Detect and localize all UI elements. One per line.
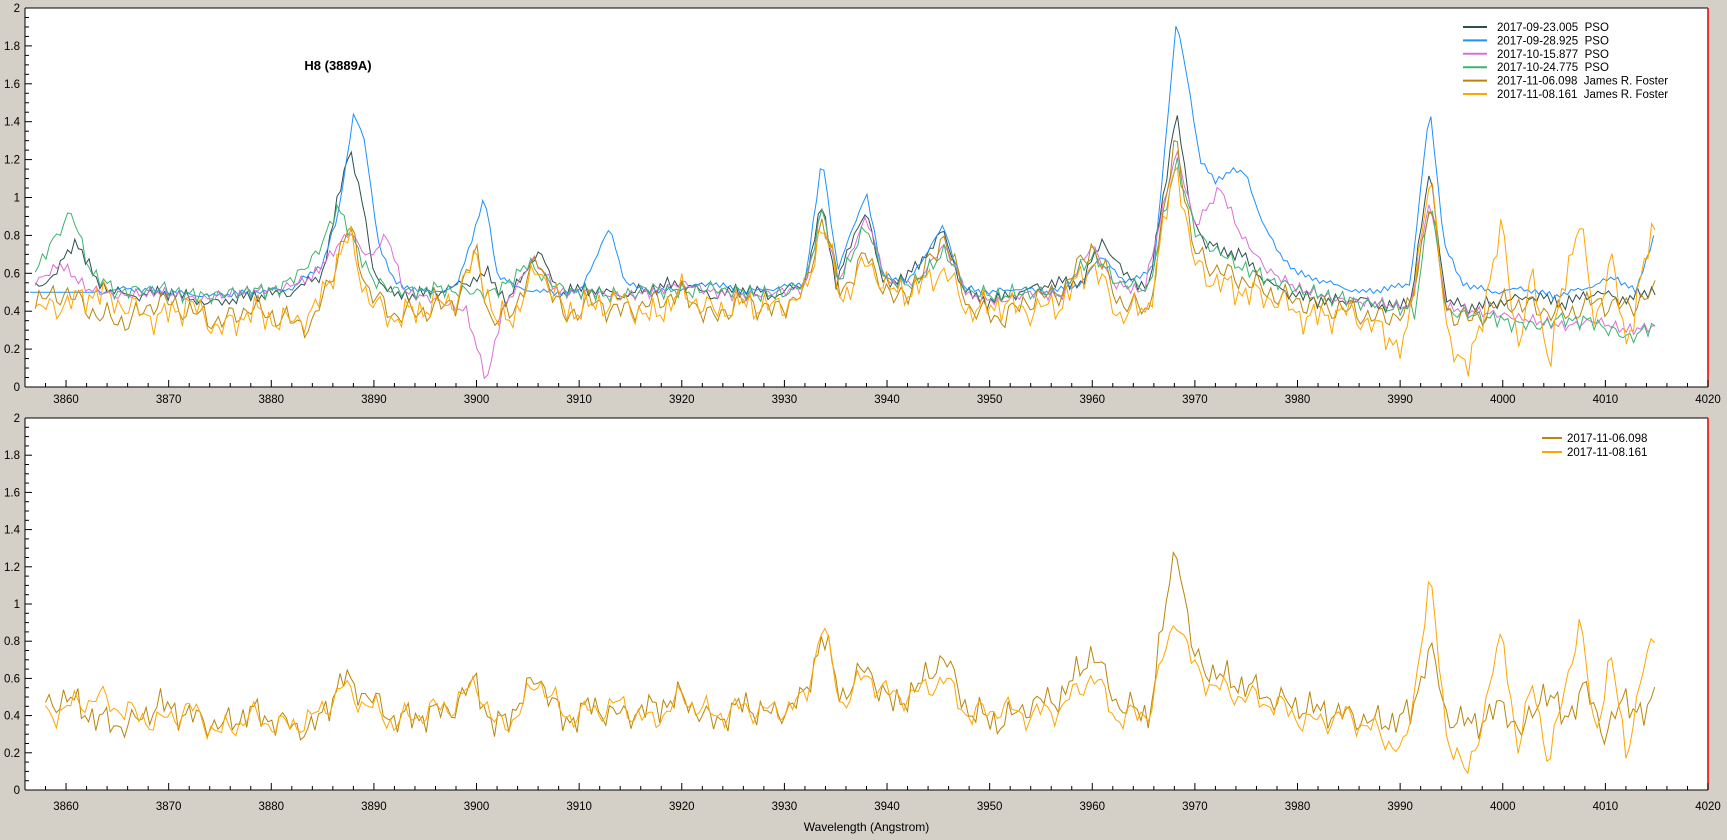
- x-tick-label: 3970: [1182, 801, 1208, 813]
- x-tick-label: 3860: [53, 394, 79, 406]
- x-tick-label: 3900: [464, 801, 490, 813]
- y-tick-label: 0.4: [4, 711, 21, 723]
- y-tick-label: 1.6: [4, 487, 20, 499]
- x-tick-label: 3870: [156, 394, 182, 406]
- x-tick-label: 3950: [977, 801, 1003, 813]
- x-tick-label: 3960: [1079, 394, 1105, 406]
- y-tick-label: 1.8: [4, 41, 20, 53]
- x-tick-label: 3880: [258, 394, 284, 406]
- series-line-2017-11-06.098: [45, 550, 1656, 746]
- y-tick-label: 1: [14, 193, 20, 205]
- x-tick-label: 3940: [874, 394, 900, 406]
- x-tick-label: 4000: [1490, 394, 1516, 406]
- y-tick-label: 1.2: [4, 562, 20, 574]
- series-line-2017-11-06.098: [34, 139, 1656, 339]
- x-tick-label: 4020: [1695, 801, 1721, 813]
- legend-label: 2017-11-06.098 James R. Foster: [1497, 76, 1668, 88]
- x-tick-label: 3970: [1182, 394, 1208, 406]
- x-tick-label: 4010: [1593, 801, 1619, 813]
- legend-label: 2017-10-24.775 PSO: [1497, 62, 1609, 74]
- x-tick-label: 4010: [1593, 394, 1619, 406]
- x-tick-label: 3890: [361, 801, 387, 813]
- x-tick-label: 3990: [1387, 394, 1413, 406]
- x-tick-label: 3900: [464, 394, 490, 406]
- y-tick-label: 0: [14, 785, 20, 797]
- x-tick-label: 3930: [772, 394, 798, 406]
- plot-area: [25, 418, 1708, 790]
- bottom-spectrum-chart: 0 0.2 0.4 0.6 0.8 1 1.2 1.4 1.6 1.8 2 3860 3870 3880 3…: [4, 413, 1721, 813]
- series-line-2017-11-08.161: [45, 580, 1655, 775]
- x-tick-label: 3910: [566, 801, 592, 813]
- h8-line-annotation: H8 (3889A): [304, 58, 372, 73]
- y-tick-label: 1.2: [4, 155, 20, 167]
- top-spectrum-chart: 0 0.2 0.4 0.6 0.8 1 1.2 1.4 1.6 1.8 2 3860 3870 3880 3…: [4, 3, 1721, 406]
- x-tick-label: 3940: [874, 801, 900, 813]
- x-tick-label: 4020: [1695, 394, 1721, 406]
- y-tick-label: 0.2: [4, 748, 20, 760]
- y-tick-label: 1: [14, 599, 20, 611]
- y-tick-label: 0.4: [4, 306, 21, 318]
- x-axis-title: Wavelength (Angstrom): [803, 820, 930, 834]
- y-tick-label: 0.8: [4, 230, 20, 242]
- y-tick-label: 1.4: [4, 525, 21, 537]
- x-tick-label: 3920: [669, 801, 695, 813]
- y-tick-label: 1.6: [4, 79, 20, 91]
- series-group: [30, 26, 1656, 380]
- legend-label: 2017-11-06.098: [1567, 433, 1647, 445]
- plot-area: [25, 8, 1708, 387]
- y-tick-label: 1.4: [4, 117, 21, 129]
- series-line-2017-09-28.925: [30, 26, 1655, 300]
- y-tick-label: 0.2: [4, 344, 20, 356]
- x-tick-label: 3910: [566, 394, 592, 406]
- y-tick-label: 0.8: [4, 636, 20, 648]
- y-tick-label: 0.6: [4, 673, 20, 685]
- series-line-2017-09-23.005: [34, 115, 1656, 316]
- x-tick-label: 3950: [977, 394, 1003, 406]
- series-group: [45, 550, 1656, 775]
- y-tick-label: 2: [14, 3, 20, 15]
- legend-label: 2017-11-08.161: [1567, 447, 1647, 459]
- x-tick-label: 3880: [258, 801, 284, 813]
- y-tick-label: 1.8: [4, 450, 20, 462]
- x-tick-label: 3980: [1285, 394, 1311, 406]
- x-tick-label: 3890: [361, 394, 387, 406]
- x-tick-label: 3920: [669, 394, 695, 406]
- legend-label: 2017-10-15.877 PSO: [1497, 49, 1609, 61]
- x-tick-label: 3870: [156, 801, 182, 813]
- x-tick-label: 3980: [1285, 801, 1311, 813]
- legend-label: 2017-09-23.005 PSO: [1497, 22, 1609, 34]
- legend-label: 2017-11-08.161 James R. Foster: [1497, 89, 1668, 101]
- x-tick-label: 4000: [1490, 801, 1516, 813]
- y-tick-label: 0: [14, 382, 20, 394]
- x-tick-label: 3990: [1387, 801, 1413, 813]
- series-line-2017-10-24.775: [34, 157, 1656, 344]
- x-tick-label: 3860: [53, 801, 79, 813]
- x-tick-label: 3930: [772, 801, 798, 813]
- series-line-2017-11-08.161: [34, 165, 1656, 377]
- legend-label: 2017-09-28.925 PSO: [1497, 35, 1609, 47]
- y-tick-label: 0.6: [4, 268, 20, 280]
- x-tick-label: 3960: [1079, 801, 1105, 813]
- y-tick-label: 2: [14, 413, 20, 425]
